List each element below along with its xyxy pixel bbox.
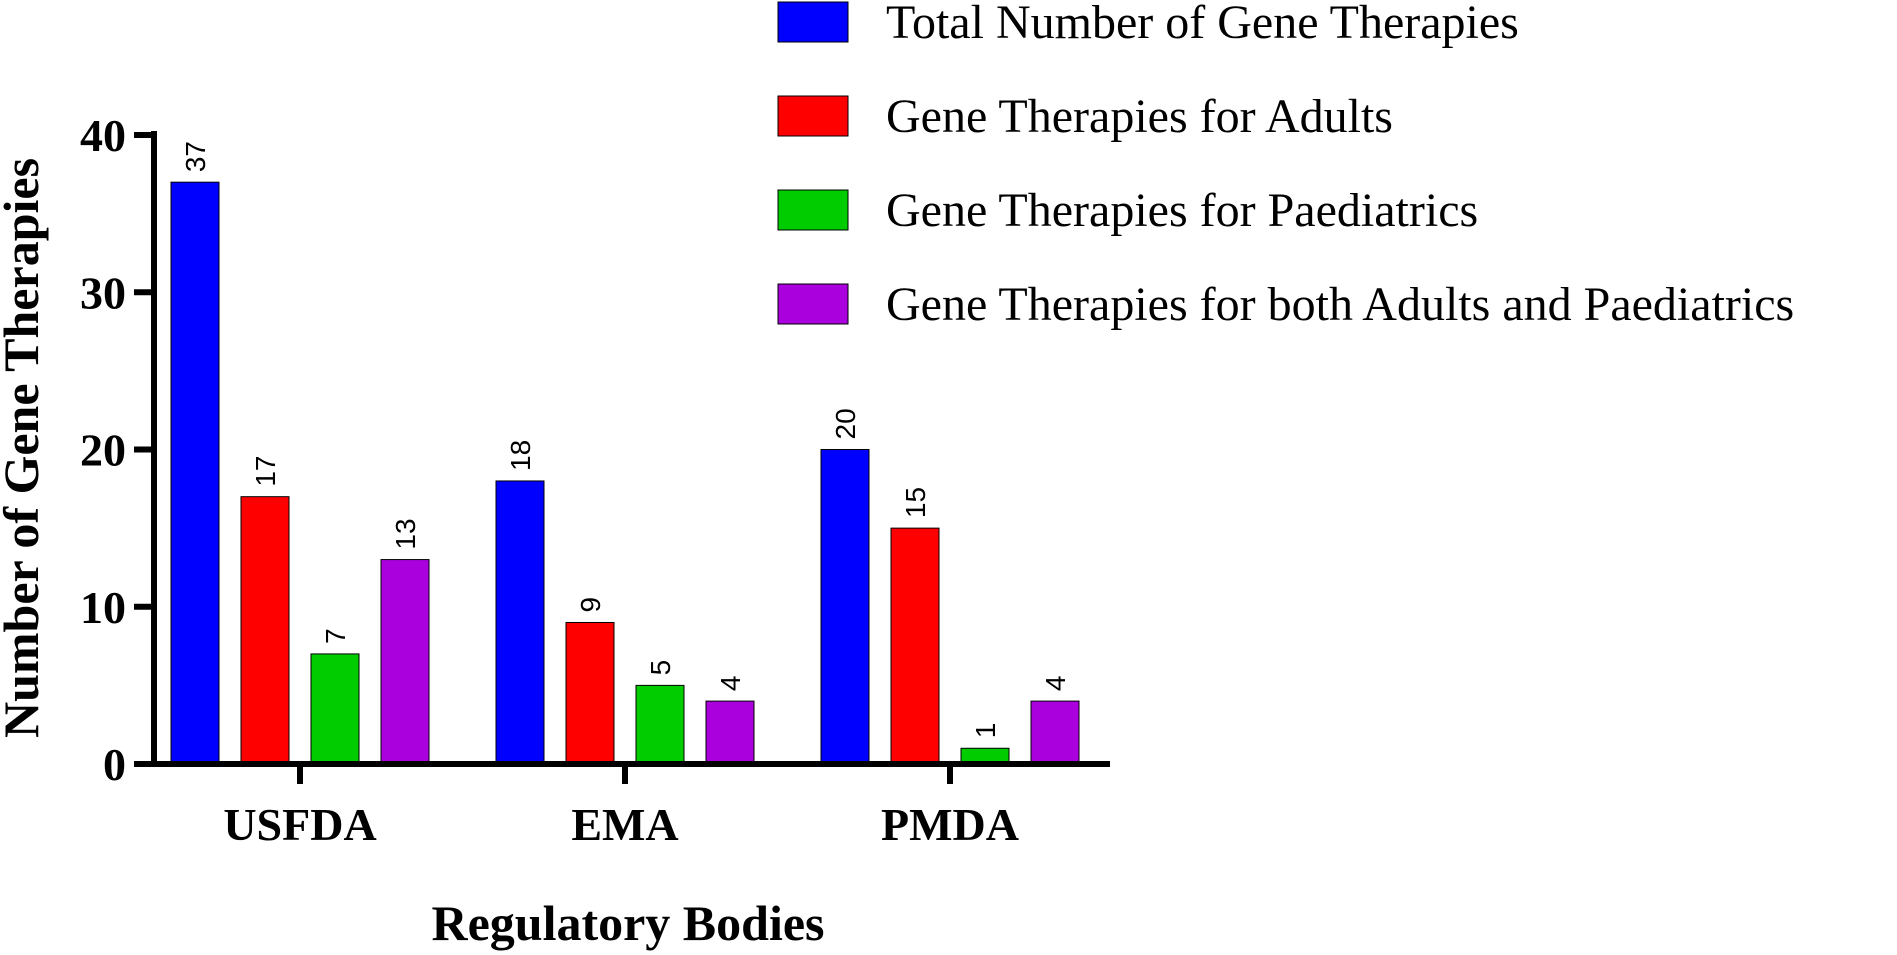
y-tick-label: 20 (80, 425, 126, 476)
bar-pmda-series-3 (1030, 700, 1080, 765)
data-label: 15 (900, 487, 931, 518)
bar-pmda-series-0 (820, 449, 870, 765)
data-label: 18 (505, 440, 536, 471)
bar-ema-series-2 (635, 684, 685, 765)
legend-swatch-1 (777, 95, 849, 137)
data-label: 37 (180, 141, 211, 172)
legend: Total Number of Gene Therapies Gene Thera… (777, 0, 1794, 331)
legend-swatch-0 (777, 1, 849, 43)
legend-label-0: Total Number of Gene Therapies (886, 0, 1519, 49)
bar-ema-series-0 (495, 480, 545, 765)
data-label: 4 (1040, 676, 1071, 692)
bars-group (170, 181, 1080, 765)
bar-usfda-series-3 (380, 559, 430, 765)
x-axis-title: Regulatory Bodies (431, 895, 824, 951)
bar-usfda-series-1 (240, 496, 290, 765)
data-label: 5 (645, 660, 676, 676)
bar-pmda-series-1 (890, 527, 940, 765)
data-label: 1 (970, 723, 1001, 739)
y-axis: 0 10 20 30 40 (80, 110, 157, 790)
legend-swatch-3 (777, 283, 849, 325)
data-label: 13 (390, 518, 421, 549)
bar-usfda-series-0 (170, 181, 220, 765)
data-label: 9 (575, 597, 606, 613)
bar-ema-series-1 (565, 621, 615, 765)
y-tick-label: 40 (80, 110, 126, 161)
x-axis: USFDA EMA PMDA (151, 761, 1110, 850)
data-label: 7 (320, 628, 351, 644)
x-tick-label-usfda: USFDA (223, 799, 376, 850)
legend-swatch-2 (777, 189, 849, 231)
bar-ema-series-3 (705, 700, 755, 765)
x-tick-label-pmda: PMDA (881, 799, 1019, 850)
y-tick-label: 10 (80, 582, 126, 633)
bar-usfda-series-2 (310, 653, 360, 765)
data-labels-group: 37 17 7 13 18 9 5 4 20 15 1 4 (180, 141, 1071, 738)
legend-label-1: Gene Therapies for Adults (886, 90, 1393, 143)
data-label: 20 (830, 408, 861, 439)
legend-label-3: Gene Therapies for both Adults and Paedi… (886, 278, 1794, 331)
y-tick-label: 30 (80, 267, 126, 318)
data-label: 17 (250, 456, 281, 487)
x-tick-label-ema: EMA (571, 799, 678, 850)
legend-label-2: Gene Therapies for Paediatrics (886, 184, 1478, 237)
y-axis-title: Number of Gene Therapies (0, 158, 49, 738)
data-label: 4 (715, 676, 746, 692)
y-tick-label: 0 (103, 739, 126, 790)
